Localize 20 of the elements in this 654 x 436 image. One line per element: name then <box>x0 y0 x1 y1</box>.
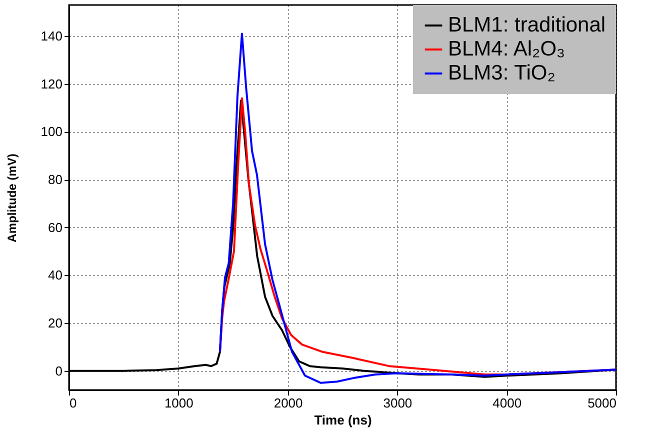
y-tick-label: 80 <box>48 172 62 188</box>
y-tick-label: 20 <box>48 316 62 331</box>
legend-label: BLM4: Al₂O₃ <box>448 38 566 60</box>
legend-label: BLM3: TiO₂ <box>448 62 556 84</box>
y-tick-label: 40 <box>48 268 62 283</box>
x-tick-label: 4000 <box>492 396 522 410</box>
y-tick-label: 100 <box>40 124 62 140</box>
y-tick-label: 140 <box>40 28 62 44</box>
x-tick-label: 0 <box>70 396 77 410</box>
line-series <box>218 32 617 384</box>
legend-label: BLM1: traditional <box>448 14 606 36</box>
x-tick-label: 2000 <box>274 396 303 410</box>
x-tick-label: 1000 <box>164 396 194 410</box>
y-tick-label: 0 <box>55 363 62 378</box>
y-tick-label: 120 <box>40 76 62 92</box>
x-tick-label: 3000 <box>383 396 412 410</box>
x-tick-label: 5000 <box>588 396 616 410</box>
y-tick-label: 60 <box>48 220 62 235</box>
x-axis-title: Time (ns) <box>314 412 372 428</box>
y-axis-title: Amplitude (mV) <box>4 154 19 242</box>
